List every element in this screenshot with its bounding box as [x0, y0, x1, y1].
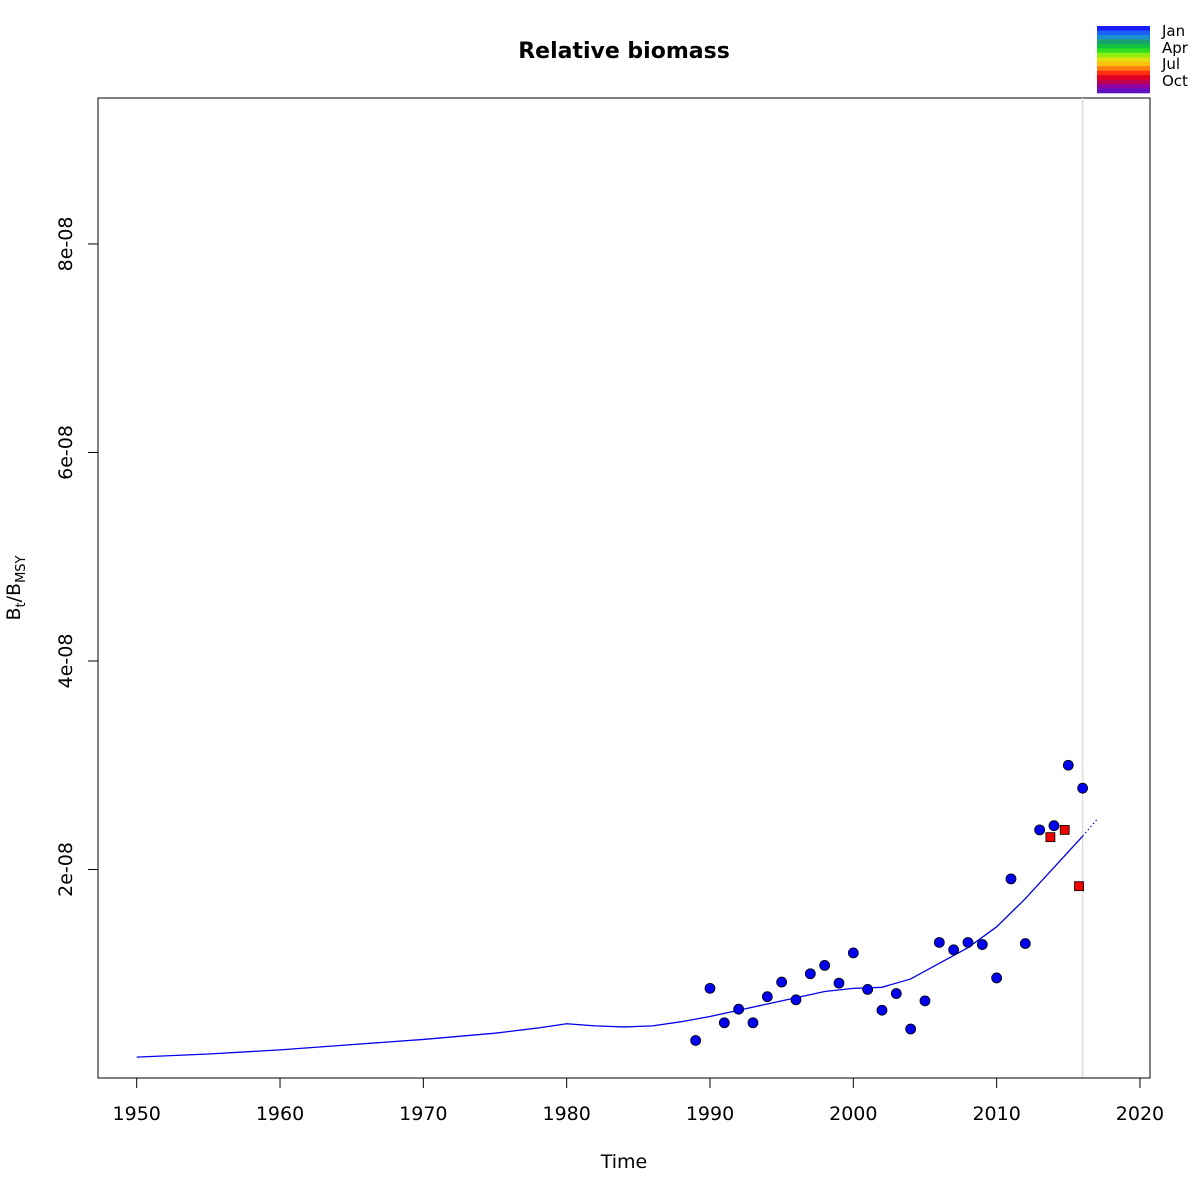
- legend-label-apr: Apr: [1162, 39, 1189, 57]
- y-tick-label: 6e-08: [55, 425, 77, 480]
- data-point: [948, 944, 960, 956]
- x-tick-label: 1970: [399, 1103, 447, 1125]
- legend: Jan Apr Jul Oct: [1097, 22, 1189, 94]
- data-point: [862, 983, 874, 995]
- biomass-line: [136, 835, 1084, 1058]
- x-axis: 1950 1960 1970 1980 1990 2000 2010 2020: [113, 1077, 1164, 1125]
- data-point: [733, 1003, 745, 1015]
- legend-swatch: [1097, 84, 1150, 89]
- data-point: [1005, 873, 1017, 885]
- y-tick-label: 4e-08: [55, 634, 77, 689]
- legend-swatch: [1097, 43, 1150, 49]
- observation-points: [690, 759, 1089, 1046]
- data-point: [1019, 938, 1031, 949]
- data-point-square: [1059, 824, 1070, 835]
- data-point: [905, 1023, 917, 1035]
- data-point: [761, 991, 773, 1003]
- data-point-square: [1074, 881, 1084, 892]
- legend-swatch: [1097, 30, 1150, 36]
- data-point: [847, 947, 859, 959]
- biomass-forecast-line: [1082, 819, 1098, 837]
- legend-swatch: [1097, 34, 1150, 40]
- plot-frame: [97, 97, 1151, 1079]
- chart-title: Relative biomass: [518, 39, 730, 64]
- data-point: [876, 1004, 888, 1016]
- x-tick-label: 1990: [686, 1103, 734, 1125]
- data-point: [991, 972, 1003, 984]
- data-point: [1048, 820, 1060, 832]
- x-tick-label: 1950: [113, 1103, 161, 1125]
- data-point: [833, 977, 845, 989]
- data-point: [790, 994, 802, 1006]
- legend-label-oct: Oct: [1162, 72, 1188, 90]
- legend-swatch: [1097, 70, 1150, 76]
- data-point: [890, 988, 902, 999]
- legend-swatch: [1097, 57, 1150, 63]
- data-point: [1034, 824, 1046, 836]
- x-tick-label: 2020: [1116, 1103, 1164, 1125]
- y-axis-label: Bt/BMSY: [3, 555, 29, 620]
- x-tick-label: 2000: [829, 1103, 877, 1125]
- legend-label-jul: Jul: [1161, 55, 1180, 73]
- data-point: [804, 968, 816, 980]
- legend-swatch: [1097, 39, 1150, 45]
- legend-swatch: [1097, 66, 1150, 71]
- legend-swatch: [1097, 79, 1150, 85]
- data-point: [933, 937, 945, 948]
- data-point: [704, 982, 716, 994]
- legend-label-jan: Jan: [1161, 22, 1185, 40]
- y-axis: 2e-08 4e-08 6e-08 8e-08: [55, 217, 99, 897]
- legend-swatch: [1097, 88, 1150, 94]
- x-axis-label: Time: [600, 1151, 648, 1173]
- legend-swatch: [1097, 52, 1150, 58]
- data-point: [690, 1035, 702, 1046]
- legend-swatch: [1097, 61, 1150, 67]
- data-point: [776, 976, 788, 988]
- x-tick-label: 1980: [542, 1103, 590, 1125]
- data-point-square: [1045, 832, 1056, 843]
- legend-swatch: [1097, 26, 1150, 31]
- biomass-lines: [136, 819, 1098, 1058]
- x-tick-label: 2010: [972, 1103, 1020, 1125]
- y-tick-label: 2e-08: [55, 842, 77, 897]
- data-point: [747, 1017, 759, 1029]
- data-point: [976, 939, 988, 950]
- data-point: [718, 1017, 730, 1029]
- x-tick-label: 1960: [256, 1103, 304, 1125]
- data-point: [819, 960, 831, 971]
- data-point: [1062, 759, 1074, 771]
- y-tick-label: 8e-08: [55, 217, 77, 272]
- legend-swatch: [1097, 75, 1150, 80]
- data-point: [919, 995, 931, 1007]
- legend-color-bar: [1097, 26, 1150, 94]
- data-point: [1077, 782, 1089, 794]
- data-point: [962, 937, 974, 948]
- legend-swatch: [1097, 48, 1150, 54]
